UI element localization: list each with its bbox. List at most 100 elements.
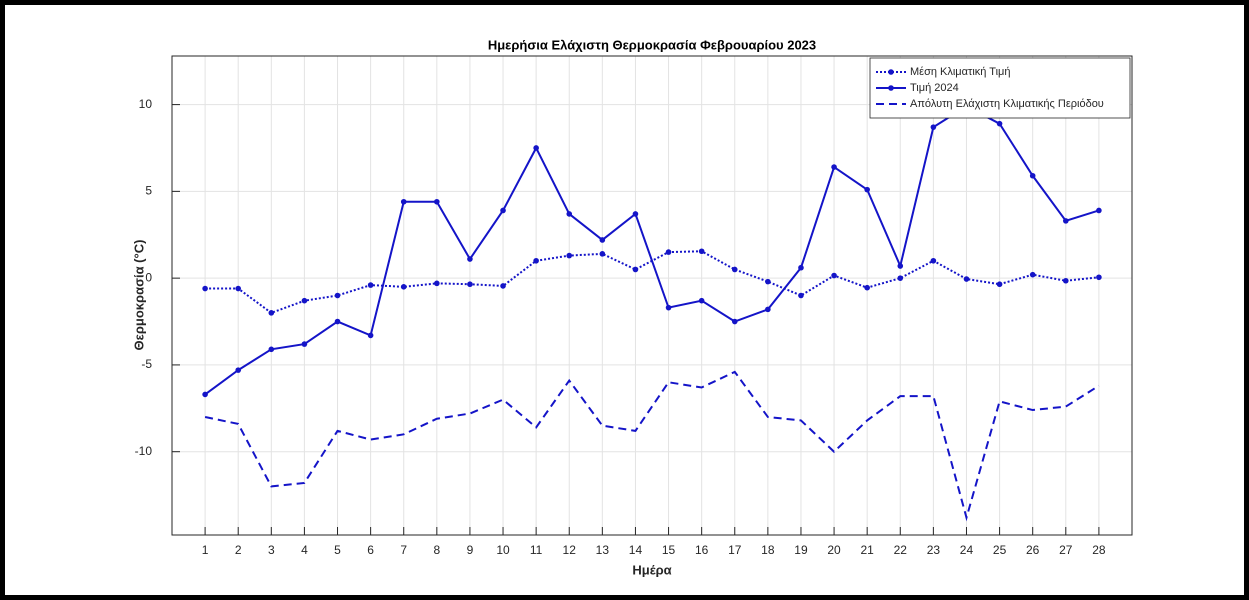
data-point <box>533 257 539 264</box>
data-point <box>864 284 870 291</box>
data-point <box>930 124 937 130</box>
x-tick-label: 2 <box>235 543 242 557</box>
series <box>202 103 1102 522</box>
x-tick-label: 5 <box>334 543 341 557</box>
legend-marker <box>888 69 894 75</box>
x-tick-label: 4 <box>301 543 308 557</box>
x-tick-label: 19 <box>794 543 808 557</box>
y-tick-label: 10 <box>139 97 153 111</box>
data-point <box>897 263 904 269</box>
data-point <box>301 297 308 304</box>
legend-label: Μέση Κλιματική Τιμή <box>910 66 1010 78</box>
data-point <box>268 346 275 353</box>
x-tick-label: 28 <box>1092 543 1106 557</box>
chart-title: Ημερήσια Ελάχιστη Θερμοκρασία Φεβρουαρίο… <box>488 37 816 52</box>
data-point <box>202 391 208 398</box>
data-point <box>731 266 738 273</box>
data-point <box>1062 277 1069 284</box>
data-point <box>400 198 407 205</box>
x-tick-label: 23 <box>927 543 941 557</box>
data-point <box>897 275 904 281</box>
x-tick-label: 13 <box>596 543 610 557</box>
data-point <box>467 256 473 262</box>
data-point <box>698 248 705 255</box>
data-point <box>599 251 606 257</box>
x-tick-label: 22 <box>894 543 908 557</box>
x-tick-label: 16 <box>695 543 709 557</box>
series-line <box>204 370 1100 522</box>
x-tick-label: 20 <box>827 543 841 557</box>
data-point <box>698 297 705 304</box>
data-point <box>963 276 970 282</box>
y-axis-label: Θερμοκρασία (°C) <box>131 240 146 351</box>
data-point <box>334 292 341 299</box>
data-point <box>434 198 440 205</box>
data-point <box>202 285 208 292</box>
data-point <box>765 278 771 285</box>
data-point <box>268 310 275 316</box>
data-point <box>1096 207 1102 214</box>
data-point <box>1062 218 1069 224</box>
data-point <box>665 249 672 255</box>
data-point <box>500 207 506 214</box>
y-tick-label: 0 <box>145 270 152 284</box>
data-point <box>731 318 738 325</box>
data-point <box>235 285 242 292</box>
data-point <box>831 272 837 279</box>
data-point <box>632 211 639 217</box>
data-point <box>864 186 870 193</box>
x-tick-label: 26 <box>1026 543 1040 557</box>
x-tick-label: 1 <box>202 543 209 557</box>
y-tick-label: -10 <box>135 444 153 458</box>
legend-marker <box>888 85 894 91</box>
x-tick-label: 6 <box>367 543 374 557</box>
legend: Μέση Κλιματική Τιμή Τιμή 2024 Απόλυτη Ελάχ… <box>869 57 1131 119</box>
data-point <box>334 318 341 325</box>
y-tick-label: -5 <box>141 357 152 371</box>
data-point <box>566 211 573 217</box>
data-point <box>765 306 771 313</box>
data-point <box>1029 271 1036 278</box>
data-point <box>533 145 539 151</box>
data-point <box>301 341 308 347</box>
x-tick-label: 21 <box>860 543 874 557</box>
x-tick-label: 18 <box>761 543 775 557</box>
data-point <box>367 332 374 339</box>
legend-label: Απόλυτη Ελάχιστη Κλιματικής Περιόδου <box>910 98 1104 110</box>
x-tick-label: 7 <box>400 543 407 557</box>
data-point <box>996 281 1003 288</box>
data-point <box>367 282 374 288</box>
x-tick-label: 27 <box>1059 543 1073 557</box>
legend-box <box>869 57 1131 119</box>
x-tick-label: 3 <box>268 543 275 557</box>
axes-box <box>171 55 1133 536</box>
x-tick-label: 10 <box>496 543 510 557</box>
x-tick-label: 8 <box>433 543 440 557</box>
data-point <box>996 120 1003 127</box>
x-tick-label: 25 <box>993 543 1007 557</box>
data-point <box>235 367 242 373</box>
data-point <box>798 264 804 271</box>
legend-label: Τιμή 2024 <box>910 82 959 94</box>
data-point <box>467 281 473 288</box>
x-tick-label: 14 <box>629 543 643 557</box>
x-tick-label: 9 <box>467 543 474 557</box>
data-point <box>665 304 672 311</box>
data-point <box>1029 172 1036 179</box>
data-point <box>500 283 506 289</box>
x-tick-label: 11 <box>530 543 543 557</box>
x-tick-label: 15 <box>662 543 676 557</box>
x-tick-label: 24 <box>960 543 974 557</box>
data-point <box>1096 274 1102 281</box>
data-point <box>400 284 407 290</box>
data-point <box>599 237 606 243</box>
x-axis-label: Ημέρα <box>632 562 671 577</box>
data-point <box>434 280 440 287</box>
data-point <box>632 266 639 273</box>
data-point <box>566 252 573 259</box>
data-point <box>831 164 837 170</box>
data-point <box>930 257 937 264</box>
data-point <box>798 292 804 299</box>
